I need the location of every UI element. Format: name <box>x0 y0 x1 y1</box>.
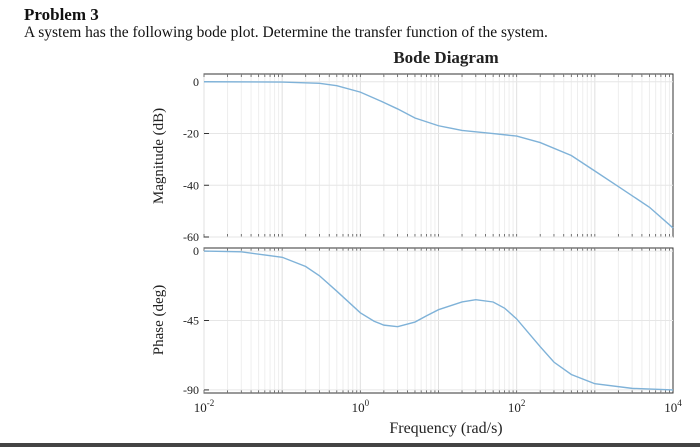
magnitude-curve <box>203 81 674 229</box>
window-bottom-edge <box>0 443 700 447</box>
mag-y-tick-label: 0 <box>193 75 199 89</box>
x-tick-label: 104 <box>664 398 682 415</box>
ph-y-tick-label: 0 <box>193 244 199 258</box>
mag-y-tick-label: -60 <box>183 230 199 244</box>
frequency-x-ticks: 10-2 100 102 104 <box>194 398 683 415</box>
phase-ylabel: Phase (deg) <box>151 285 167 355</box>
chart-title: Bode Diagram <box>393 48 498 67</box>
x-tick-label: 100 <box>352 398 370 415</box>
magnitude-y-ticks: 0 -20 -40 -60 <box>183 75 209 244</box>
mag-y-tick-label: -40 <box>183 178 199 192</box>
ph-y-tick-label: -45 <box>183 314 199 328</box>
phase-y-ticks: 0 -45 -90 <box>183 244 209 397</box>
magnitude-grid <box>203 74 673 238</box>
x-tick-label: 10-2 <box>194 398 215 415</box>
mag-y-tick-label: -20 <box>183 127 199 141</box>
problem-statement: A system has the following bode plot. De… <box>24 24 548 41</box>
xlabel: Frequency (rad/s) <box>389 420 502 437</box>
problem-title: Problem 3 <box>24 5 99 24</box>
x-tick-label: 102 <box>508 398 526 415</box>
magnitude-ylabel: Magnitude (dB) <box>151 108 167 204</box>
phase-grid <box>203 248 673 393</box>
ph-y-tick-label: -90 <box>183 383 199 397</box>
phase-curve <box>203 250 674 391</box>
